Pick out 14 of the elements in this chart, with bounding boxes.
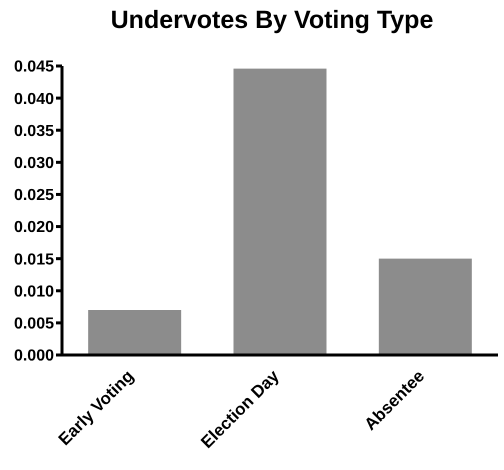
y-tick-label: 0.035 [14, 122, 54, 140]
y-tick-label: 0.040 [14, 90, 54, 108]
bar [233, 68, 326, 355]
y-tick-label: 0.010 [14, 283, 54, 300]
bar [378, 258, 472, 355]
chart-title: Undervotes By Voting Type [110, 5, 434, 36]
y-tick-label: 0.025 [14, 187, 54, 204]
bar [88, 310, 182, 355]
y-tick-label: 0.015 [14, 251, 54, 268]
y-tick-label: 0.005 [14, 316, 54, 333]
y-tick-label: 0.030 [14, 155, 54, 172]
y-tick-label: 0.000 [14, 348, 54, 365]
y-tick-label: 0.045 [14, 58, 54, 76]
y-tick-label: 0.020 [14, 219, 54, 236]
